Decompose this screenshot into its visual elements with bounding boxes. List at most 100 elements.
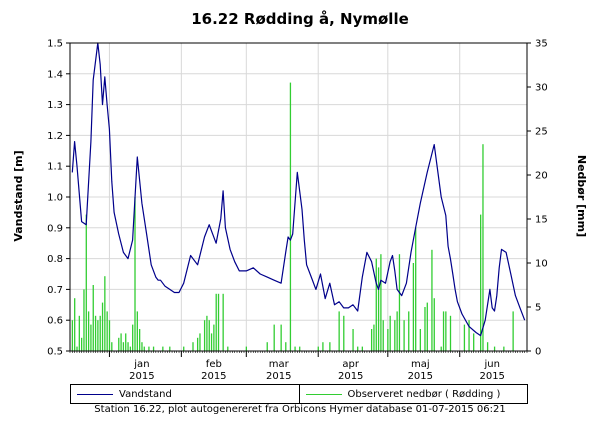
x-year-label: 2015 [129,371,154,382]
x-month-label: maj [411,359,430,370]
precipitation-bar [101,302,104,351]
precipitation-bar [94,315,97,351]
precipitation-bar [196,337,199,351]
precipitation-bar [299,346,301,351]
precipitation-bar [380,254,382,351]
x-month-label: jan [133,359,149,370]
precipitation-bar [352,329,354,351]
right-tick-label: 5 [535,303,541,314]
legend-item-water-level: Vandstand [71,385,299,403]
right-tick-label: 20 [535,171,548,182]
precipitation-bar [71,320,74,351]
water-level-swatch [77,393,113,395]
left-tick-label: 1.2 [47,131,63,142]
precipitation-bar [138,329,141,351]
precipitation-bar [127,342,129,351]
x-axis-ticks: jan2015feb2015mar2015apr2015maj2015jun20… [69,351,528,382]
precipitation-bar [104,276,106,351]
precipitation-bars [71,82,514,351]
precipitation-bar [222,293,224,351]
precipitation-bar [468,320,470,351]
precipitation-bar [480,214,482,351]
left-tick-label: 1.0 [47,193,63,204]
precipitation-bar [132,324,134,351]
precipitation-bar [92,285,94,351]
precipitation-bar [99,315,101,351]
legend-item-precipitation: Observeret nedbør ( Rødding ) [298,385,528,403]
precipitation-bar [245,346,248,351]
left-tick-label: 0.8 [47,254,63,265]
precipitation-bar [213,324,215,351]
precipitation-bar [192,342,194,351]
precipitation-bar [90,324,92,351]
x-year-label: 2015 [479,371,504,382]
precipitation-bar [152,346,155,351]
precipitation-bar [285,342,287,351]
chart-canvas: 16.22 Rødding å, Nymølle Vandstand [m] N… [12,10,588,382]
precipitation-bar [322,342,324,351]
left-tick-label: 1.1 [47,162,63,173]
left-axis-title: Vandstand [m] [12,150,25,241]
precipitation-bar [169,346,171,351]
precipitation-bar [85,214,87,351]
precipitation-bar [338,311,340,351]
x-year-label: 2015 [201,371,226,382]
precipitation-bar [317,346,319,351]
precipitation-bar [83,289,85,351]
precipitation-bar [122,342,125,351]
x-month-label: feb [206,359,222,370]
chart-title: 16.22 Rødding å, Nymølle [191,10,409,28]
precipitation-bar [482,144,484,351]
precipitation-bar [78,315,80,351]
x-month-label: jun [483,359,499,370]
water-level-line [71,42,526,337]
precipitation-bar [442,311,445,351]
precipitation-bar [431,249,433,351]
precipitation-bar [266,342,268,351]
left-tick-label: 1.5 [47,39,63,50]
right-tick-label: 10 [535,259,548,270]
precipitation-bar [97,320,99,351]
precipitation-bar [106,311,108,351]
precipitation-bar [419,329,421,351]
precipitation-bar [415,227,417,351]
precipitation-bar [361,346,363,351]
precipitation-bar [394,320,396,351]
precipitation-bar [208,320,210,351]
x-year-label: 2015 [338,371,363,382]
precipitation-bar [289,82,292,351]
precipitation-bar [424,307,426,351]
precipitation-bar [343,315,345,351]
precipitation-bar [136,311,138,351]
x-year-label: 2015 [266,371,291,382]
precipitation-bar [141,342,143,351]
precipitation-bar [203,320,206,351]
left-tick-label: 0.7 [47,285,63,296]
precipitation-bar [396,311,398,351]
precipitation-bar [280,324,282,351]
precipitation-bar [206,315,208,351]
right-axis-ticks: 0 5 10 15 20 25 30 35 [527,39,548,358]
x-month-label: mar [269,359,290,370]
precipitation-bar [329,342,331,351]
precipitation-bar [373,324,375,351]
right-axis-title: Nedbør [mm] [575,155,588,237]
precipitation-bar [382,320,384,351]
precipitation-bar [183,346,185,351]
left-tick-label: 0.9 [47,223,63,234]
precipitation-bar [412,263,415,351]
precipitation-bar [74,298,76,351]
precipitation-bar [273,324,275,351]
right-tick-label: 30 [535,83,548,94]
legend-label-water-level: Vandstand [119,388,172,400]
precipitation-bar [387,329,389,351]
precipitation-bar [503,346,505,351]
left-tick-label: 1.4 [47,69,63,80]
footer-note: Station 16.22, plot autogenereret fra Or… [94,404,506,415]
precipitation-bar [357,346,359,351]
precipitation-bar [162,346,164,351]
precipitation-bar [389,315,391,351]
left-axis-ticks: 0.5 0.6 0.7 0.8 0.9 1.0 1.1 1.2 1.3 1.4 1.5 [47,39,70,358]
precipitation-bar [403,320,405,351]
precipitation-bar [120,333,122,351]
